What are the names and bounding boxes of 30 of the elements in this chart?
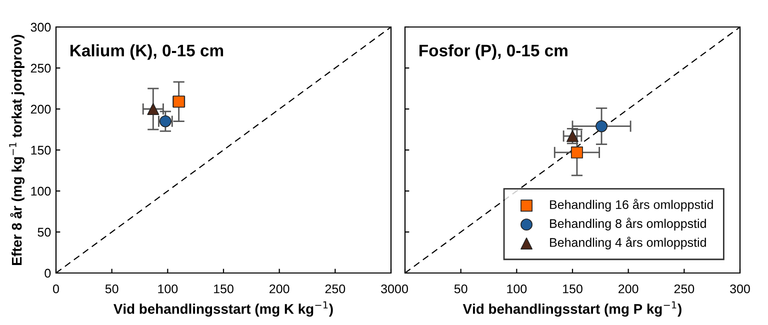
x-tick-label: 150 <box>214 284 234 294</box>
x-tick-label: 300 <box>730 284 750 294</box>
x-tick-label: 100 <box>507 284 527 294</box>
y-tick-label: 200 <box>30 104 51 114</box>
point <box>147 103 160 115</box>
y-tick-label: 50 <box>38 228 51 237</box>
y-tick-label: 0 <box>44 268 51 278</box>
x-tick-label: 100 <box>158 284 178 294</box>
legend-label: Behandling 4 års omloppstid <box>550 236 706 250</box>
y-tick-label: 250 <box>30 64 51 73</box>
x-tick-label: 200 <box>270 284 290 294</box>
x-tick-label: 0 <box>53 284 59 294</box>
y-axis-title: Efter 8 år (mg kg$^{−1}$ torkat jordprov) <box>9 34 25 265</box>
x-tick-label: 200 <box>618 284 638 294</box>
text: Fosfor (P), 0-15 cm <box>420 44 568 60</box>
x-tick-label: 0 <box>402 284 408 294</box>
x-axis-title: Vid behandlingsstart (mg K kg$^{−1}$) <box>114 301 333 317</box>
text: Kalium (K), 0-15 cm <box>70 44 224 60</box>
y-tick-label: 300 <box>30 22 51 32</box>
x-axis-title: Vid behandlingsstart (mg P kg$^{−1}$) <box>462 301 682 317</box>
x-tick-label: 50 <box>454 284 468 294</box>
x-tick-label: 50 <box>105 284 118 294</box>
legend-label: Behandling 16 års omloppstid <box>550 198 713 212</box>
y-tick-label: 100 <box>31 186 51 196</box>
x-tick-label: 250 <box>325 284 346 294</box>
x-tick-label: 150 <box>563 284 582 294</box>
legend-label: Behandling 8 års omloppstid <box>550 218 706 230</box>
x-tick-label: 300 <box>381 284 401 294</box>
x-tick-label: 250 <box>674 284 694 294</box>
y-tick-label: 150 <box>31 146 51 155</box>
